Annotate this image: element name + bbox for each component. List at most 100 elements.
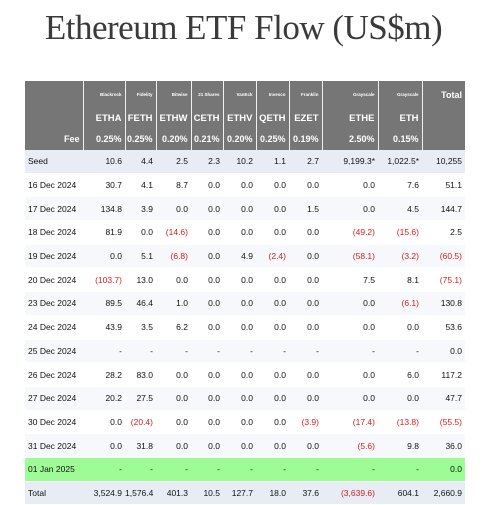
issuer-header: VanEck (223, 81, 257, 108)
flow-cell: 0.0 (256, 220, 289, 245)
flow-cell: (5.6) (322, 433, 378, 458)
flow-cell: - (223, 457, 256, 482)
row-label: 30 Dec 2024 (25, 410, 83, 435)
flow-cell: 1.5 (289, 196, 322, 222)
flow-cell: (13.8) (378, 410, 422, 435)
flow-cell: 4.5 (378, 196, 422, 222)
flow-cell: 0.0 (223, 220, 256, 245)
flow-cell: 10.5 (191, 481, 223, 505)
fee-value: 0.20% (156, 128, 192, 150)
flow-cell: 0.0 (256, 315, 289, 340)
row-total-cell: 51.1 (422, 173, 465, 198)
flow-cell: 0.0 (256, 291, 289, 316)
row-label: 23 Dec 2024 (25, 291, 83, 316)
row-total-cell: 47.7 (422, 386, 465, 411)
flow-cell: (14.6) (156, 220, 191, 245)
issuer-header: Invesco (256, 81, 290, 108)
fee-label: Fee (25, 128, 84, 150)
table-row: 30 Dec 2024 0.0 (20.4) 0.0 0.0 0.0 0.0 (3.9) (17… (25, 410, 465, 435)
ticker-header-row: ETHA FETH ETHW CETH ETHV QETH EZET ETHE … (25, 108, 465, 128)
row-total-cell: 117.2 (422, 362, 465, 387)
flow-cell: 2.5 (156, 150, 191, 174)
issuer-header: 21 Shares (191, 81, 224, 108)
row-label: 25 Dec 2024 (25, 339, 83, 364)
flow-cell: - (322, 339, 378, 364)
flow-cell: 13.0 (125, 267, 156, 293)
flow-cell: 0.0 (322, 173, 378, 198)
flow-cell: 0.0 (191, 196, 223, 222)
flow-cell: 18.0 (256, 481, 289, 505)
flow-cell: 0.0 (191, 410, 223, 435)
etf-flow-table: Blackrock Fidelity Bitwise 21 Shares Van… (25, 81, 465, 505)
ticker-header: CETH (191, 108, 224, 128)
issuer-header: Grayscale (322, 81, 379, 108)
flow-cell: - (256, 457, 289, 482)
flow-cell: 0.0 (289, 220, 322, 245)
row-total-cell: 53.6 (422, 315, 465, 340)
flow-cell: - (378, 457, 422, 482)
table-row: 27 Dec 2024 20.2 27.5 0.0 0.0 0.0 0.0 0.0 0.0 0.0… (25, 386, 465, 411)
flow-cell: 0.0 (191, 220, 223, 245)
flow-cell: (2.4) (256, 244, 289, 269)
fee-value: 0.19% (289, 128, 323, 150)
ticker-header: ETHW (156, 108, 192, 128)
flow-cell: 10.2 (223, 150, 256, 174)
flow-cell: - (156, 339, 191, 364)
flow-cell: - (378, 339, 422, 364)
flow-cell: - (322, 457, 378, 482)
row-total-cell: 130.8 (422, 291, 465, 316)
row-label: Seed (25, 150, 83, 174)
flow-cell: 0.0 (378, 386, 422, 411)
table-row: Seed 10.6 4.4 2.5 2.3 10.2 1.1 2.7 9,199.3* 1,022… (25, 150, 465, 174)
flow-cell: 0.0 (223, 410, 256, 435)
flow-cell: 0.0 (156, 267, 191, 293)
flow-cell: 0.0 (83, 410, 125, 435)
flow-cell: 127.7 (223, 481, 256, 505)
ticker-header: ETHA (83, 108, 126, 128)
flow-cell: 0.0 (256, 362, 289, 387)
total-header-blank (422, 108, 465, 128)
table-row: Total 3,524.9 1,576.4 401.3 10.5 127.7 18.0 37.… (25, 481, 465, 505)
table-row: 01 Jan 2025- - - - - - - - -0.0 (25, 457, 465, 482)
flow-cell: (103.7) (83, 267, 125, 293)
flow-cell: 0.0 (289, 244, 322, 269)
flow-cell: - (156, 457, 191, 482)
flow-cell: 0.0 (289, 291, 322, 316)
issuer-header: Fidelity (125, 81, 157, 108)
flow-cell: 81.9 (83, 220, 125, 245)
flow-cell: 604.1 (378, 481, 422, 505)
flow-cell: 0.0 (191, 433, 223, 458)
flow-cell: 0.0 (125, 220, 156, 245)
flow-cell: (15.6) (378, 220, 422, 245)
fee-value: 0.25% (256, 128, 290, 150)
flow-cell: 0.0 (83, 244, 125, 269)
flow-cell: 43.9 (83, 315, 125, 340)
flow-cell: 0.0 (191, 291, 223, 316)
flow-cell: (6.1) (378, 291, 422, 316)
flow-cell: 0.0 (223, 267, 256, 293)
flow-cell: - (191, 339, 223, 364)
issuer-header: Bitwise (156, 81, 192, 108)
issuer-header: Franklin (289, 81, 323, 108)
table-row: 16 Dec 2024 30.7 4.1 8.7 0.0 0.0 0.0 0.0 0.0 7.6 5… (25, 173, 465, 198)
flow-cell: 4.1 (125, 173, 156, 198)
flow-cell: (3.2) (378, 244, 422, 269)
flow-cell: 1.1 (256, 150, 289, 174)
ticker-header: QETH (256, 108, 290, 128)
table-row: 24 Dec 2024 43.9 3.5 6.2 0.0 0.0 0.0 0.0 0.0 0.0 5… (25, 315, 465, 340)
row-label: 17 Dec 2024 (25, 196, 83, 222)
flow-cell: 9,199.3* (322, 150, 378, 174)
flow-cell: 8.1 (378, 267, 422, 293)
flow-cell: 2.3 (191, 150, 223, 174)
row-label: 18 Dec 2024 (25, 220, 83, 245)
flow-cell: (17.4) (322, 410, 378, 435)
flow-cell: 9.8 (378, 433, 422, 458)
row-total-cell: 2.5 (422, 220, 465, 245)
table-row: 18 Dec 2024 81.9 0.0 (14.6) 0.0 0.0 0.0 0.0 (49.… (25, 220, 465, 245)
flow-cell: 0.0 (256, 267, 289, 293)
flow-cell: 0.0 (322, 362, 378, 387)
row-total-cell: 2,660.9 (422, 481, 465, 505)
row-label: 19 Dec 2024 (25, 244, 83, 269)
flow-cell: 0.0 (289, 362, 322, 387)
flow-cell: 0.0 (322, 315, 378, 340)
